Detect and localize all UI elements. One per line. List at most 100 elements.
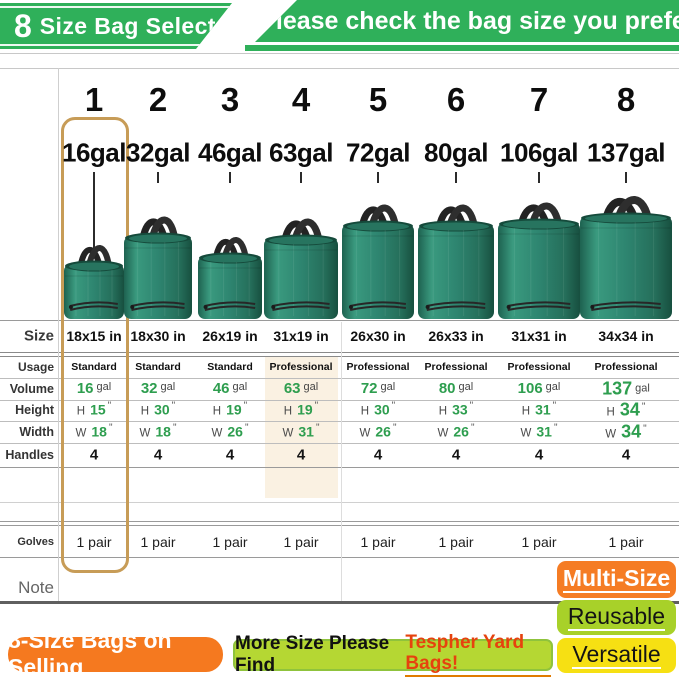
height-value: 34 bbox=[619, 399, 640, 420]
feature-badge-multi-size-text: Multi-Size bbox=[562, 565, 671, 594]
volume-value: 63 bbox=[283, 380, 301, 397]
column-number: 6 bbox=[446, 81, 466, 118]
width-cell: W 26 " bbox=[360, 422, 397, 441]
bag-photo-8 bbox=[575, 190, 677, 325]
volume-cell: 72 gal bbox=[361, 380, 395, 398]
feature-badge-reusable-text: Reusable bbox=[567, 603, 666, 632]
width-cell: W 26 " bbox=[212, 422, 249, 441]
bag-photo-5 bbox=[337, 198, 419, 325]
width-cell: W 31 " bbox=[521, 422, 558, 441]
height-cell: H 15 " bbox=[77, 400, 111, 419]
width-value: 34 bbox=[621, 421, 642, 442]
inch-mark: " bbox=[552, 400, 557, 412]
volume-value: 106 bbox=[517, 380, 543, 397]
gal-label: 72gal bbox=[346, 137, 411, 168]
height-prefix: H bbox=[360, 405, 370, 418]
column-number: 7 bbox=[529, 81, 549, 118]
height-value: 19 bbox=[226, 401, 242, 418]
width-value: 31 bbox=[536, 423, 552, 440]
height-cell: H 33 " bbox=[439, 400, 473, 419]
inch-mark: " bbox=[244, 422, 249, 434]
width-cell: W 26 " bbox=[438, 422, 475, 441]
width-cell: W 18 " bbox=[140, 422, 177, 441]
gloves-cell: 1 pair bbox=[76, 534, 112, 550]
row-label-height: Height bbox=[15, 403, 54, 417]
inch-mark: " bbox=[392, 422, 397, 434]
selling-badge: 8-Size Bags on Selling bbox=[8, 627, 223, 677]
handles-cell: 4 bbox=[296, 446, 306, 464]
gloves-cell: 1 pair bbox=[521, 534, 557, 550]
height-prefix: H bbox=[212, 405, 222, 418]
ribbon-stripe bbox=[0, 44, 232, 46]
divider-line bbox=[0, 53, 679, 54]
width-prefix: W bbox=[437, 427, 449, 440]
selected-size-highlight-box bbox=[61, 117, 129, 573]
row-label-gloves: Golves bbox=[17, 536, 54, 548]
volume-unit: gal bbox=[232, 381, 248, 393]
volume-cell: 32 gal bbox=[141, 380, 175, 398]
more-size-badge: More Size Please Find Tespher Yard Bags! bbox=[233, 632, 553, 677]
pointer-line bbox=[455, 172, 457, 183]
bag-photo-2 bbox=[119, 210, 197, 325]
height-prefix: H bbox=[606, 406, 615, 419]
table-line bbox=[0, 557, 679, 558]
volume-value: 80 bbox=[438, 380, 456, 397]
bag-photo-4 bbox=[259, 212, 343, 325]
size-cell: 34x34 in bbox=[598, 328, 654, 344]
usage-cell: Professional bbox=[594, 361, 658, 373]
height-cell: H 31 " bbox=[522, 400, 556, 419]
height-cell: H 34 " bbox=[607, 400, 646, 421]
volume-unit: gal bbox=[303, 381, 319, 393]
size-cell: 26x33 in bbox=[428, 328, 484, 344]
height-prefix: H bbox=[521, 405, 531, 418]
row-label-width: Width bbox=[19, 425, 54, 439]
volume-value: 72 bbox=[360, 380, 378, 397]
pointer-line bbox=[157, 172, 159, 183]
bag-photo-3 bbox=[193, 230, 267, 325]
width-prefix: W bbox=[359, 427, 371, 440]
inch-mark: " bbox=[107, 400, 112, 412]
width-value: 18 bbox=[155, 423, 171, 440]
feature-badge-reusable: Reusable bbox=[557, 600, 676, 635]
selling-badge-text: 8-Size Bags on Selling bbox=[8, 627, 223, 677]
size-cell: 31x19 in bbox=[273, 328, 329, 344]
height-prefix: H bbox=[438, 405, 448, 418]
height-cell: H 19 " bbox=[284, 400, 318, 419]
table-line bbox=[0, 525, 679, 526]
inch-mark: " bbox=[314, 400, 319, 412]
inch-mark: " bbox=[470, 422, 475, 434]
table-line bbox=[0, 400, 679, 401]
usage-cell: Professional bbox=[507, 361, 571, 373]
pointer-line bbox=[229, 172, 231, 183]
column-number: 3 bbox=[220, 81, 240, 118]
height-value: 31 bbox=[535, 401, 551, 418]
left-ribbon-text: Size Bag Select bbox=[39, 12, 216, 39]
usage-cell: Standard bbox=[135, 361, 181, 373]
width-prefix: W bbox=[75, 427, 87, 440]
pointer-line bbox=[538, 172, 540, 183]
column-number: 5 bbox=[368, 81, 388, 118]
width-value: 31 bbox=[298, 423, 314, 440]
size-cell: 18x30 in bbox=[130, 328, 186, 344]
table-line bbox=[0, 443, 679, 444]
inch-mark: " bbox=[108, 422, 113, 434]
height-cell: H 19 " bbox=[213, 400, 247, 419]
width-prefix: W bbox=[282, 427, 294, 440]
column-number: 1 bbox=[84, 81, 104, 118]
pointer-line bbox=[93, 172, 95, 252]
width-value: 26 bbox=[375, 423, 391, 440]
gal-label: 46gal bbox=[198, 137, 263, 168]
gloves-cell: 1 pair bbox=[438, 534, 474, 550]
width-prefix: W bbox=[605, 428, 617, 441]
table-line bbox=[0, 352, 679, 353]
table-bottom-line bbox=[0, 601, 679, 604]
right-banner-text: Please check the bag size you prefer ! bbox=[259, 6, 679, 35]
volume-unit: gal bbox=[96, 381, 112, 393]
inch-mark: " bbox=[172, 422, 177, 434]
more-size-link[interactable]: Tespher Yard Bags! bbox=[405, 632, 551, 677]
ribbon-stripe bbox=[0, 6, 232, 8]
feature-badge-versatile: Versatile bbox=[557, 638, 676, 673]
inch-mark: " bbox=[643, 423, 647, 435]
volume-cell: 16 gal bbox=[77, 380, 111, 398]
